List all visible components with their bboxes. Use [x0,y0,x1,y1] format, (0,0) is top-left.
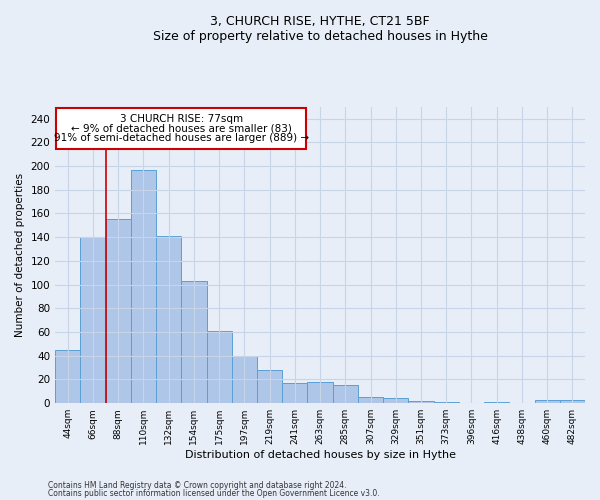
Bar [484,402,509,403]
Bar [56,108,306,150]
Bar [282,383,307,403]
Bar [434,402,459,403]
Bar [131,170,156,403]
X-axis label: Distribution of detached houses by size in Hythe: Distribution of detached houses by size … [185,450,455,460]
Bar [358,398,383,403]
Text: 3 CHURCH RISE: 77sqm: 3 CHURCH RISE: 77sqm [120,114,243,124]
Bar [181,281,206,403]
Text: 91% of semi-detached houses are larger (889) →: 91% of semi-detached houses are larger (… [54,133,309,143]
Bar [535,400,560,403]
Text: Contains HM Land Registry data © Crown copyright and database right 2024.: Contains HM Land Registry data © Crown c… [48,480,347,490]
Bar [232,356,257,403]
Y-axis label: Number of detached properties: Number of detached properties [15,173,25,337]
Bar [332,386,358,403]
Bar [106,220,131,403]
Bar [80,237,106,403]
Bar [55,350,80,403]
Text: ← 9% of detached houses are smaller (83): ← 9% of detached houses are smaller (83) [71,124,292,134]
Bar [307,382,332,403]
Bar [409,401,434,403]
Bar [383,398,409,403]
Bar [156,236,181,403]
Bar [206,331,232,403]
Bar [560,400,585,403]
Title: 3, CHURCH RISE, HYTHE, CT21 5BF
Size of property relative to detached houses in : 3, CHURCH RISE, HYTHE, CT21 5BF Size of … [152,15,488,43]
Text: Contains public sector information licensed under the Open Government Licence v3: Contains public sector information licen… [48,489,380,498]
Bar [257,370,282,403]
